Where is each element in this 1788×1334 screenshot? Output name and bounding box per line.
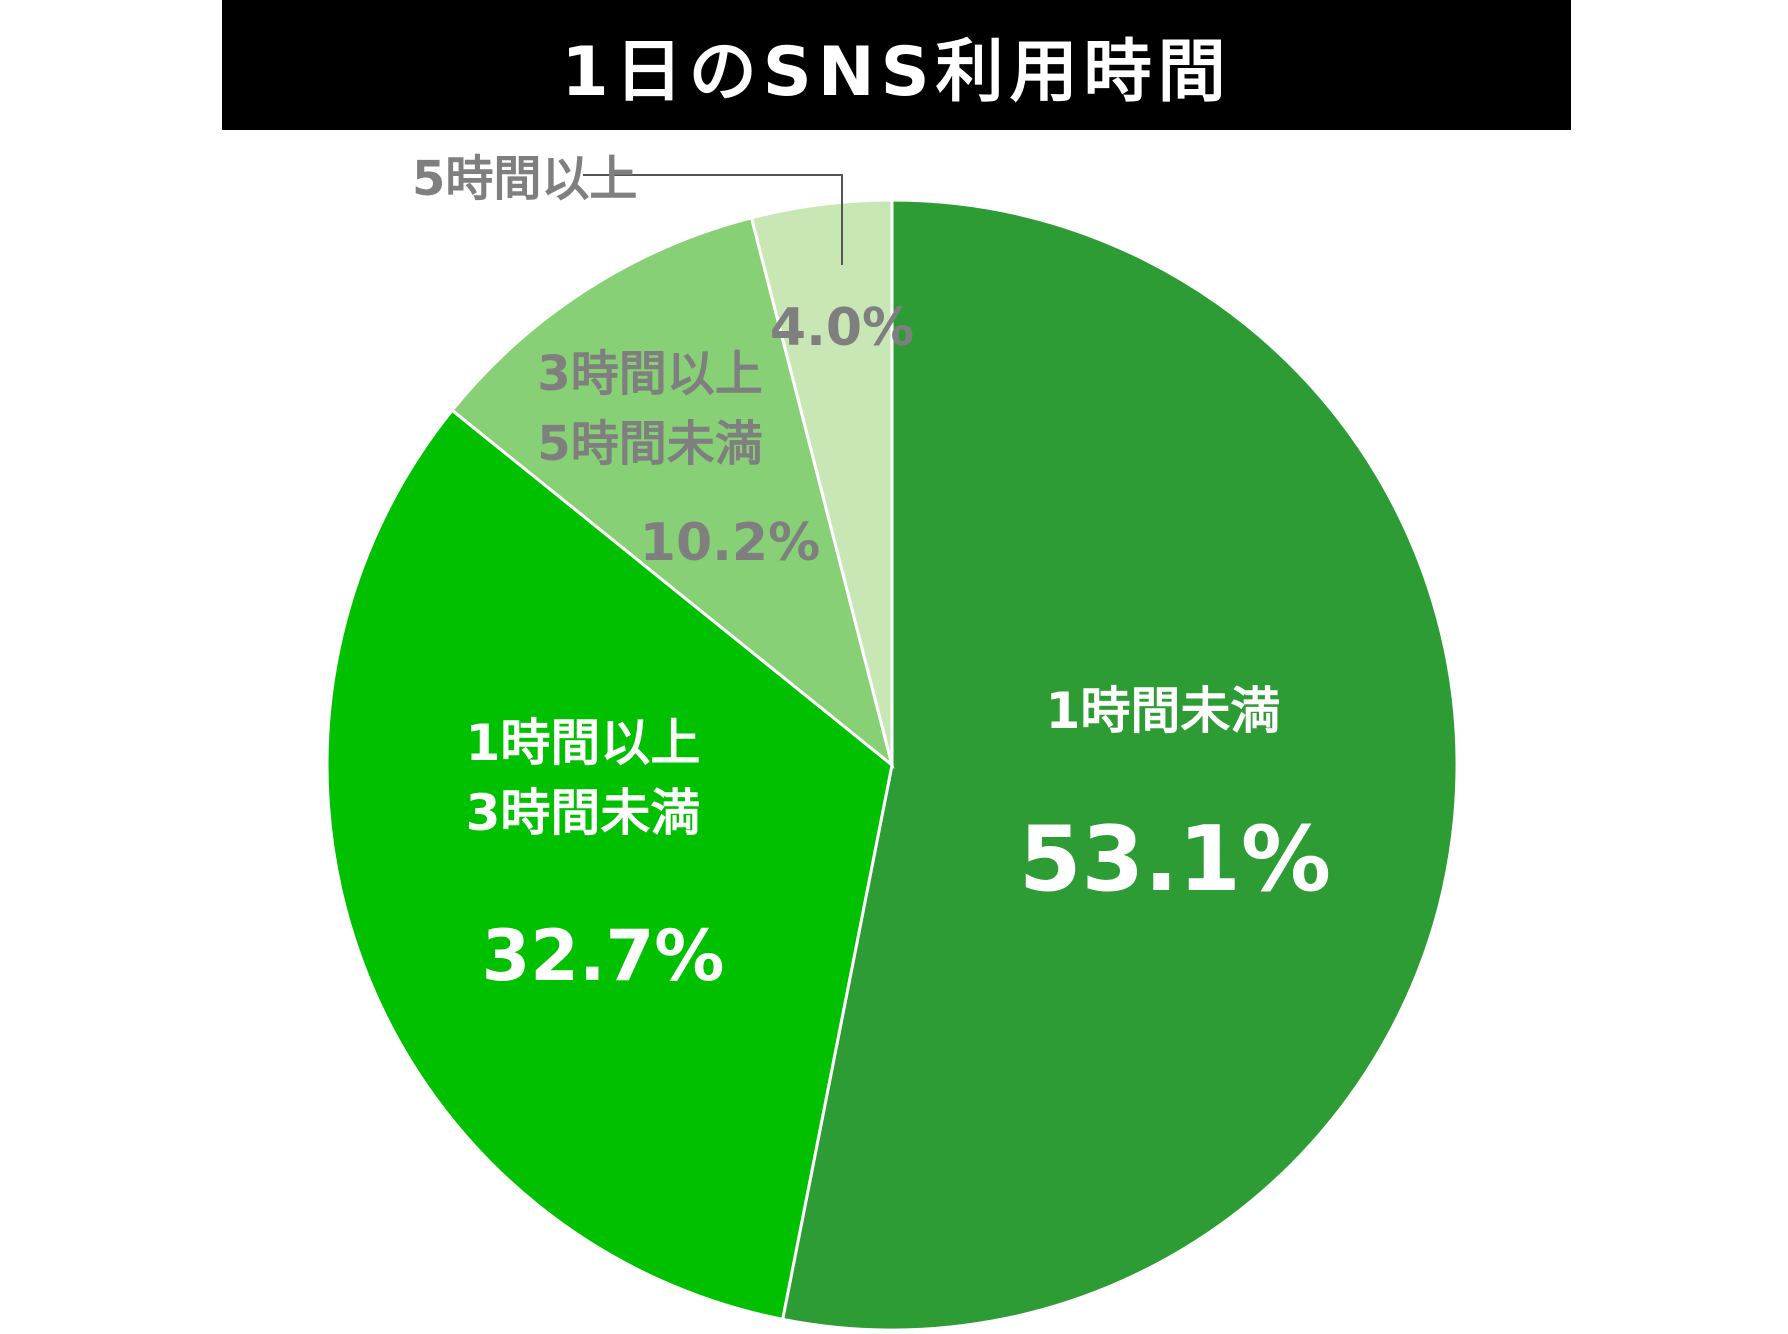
slice-label: 5時間以上 — [412, 151, 637, 207]
chart-title-bar: 1日のSNS利用時間 — [222, 0, 1571, 130]
pie-slice — [325, 408, 894, 1322]
leader-line — [583, 174, 843, 265]
pie-slice — [450, 215, 895, 770]
slice-label: 3時間以上 — [537, 346, 762, 402]
slice-label: 3時間未満 — [466, 784, 701, 842]
slice-value-label: 4.0% — [770, 298, 914, 358]
slice-value-label: 53.1% — [1019, 807, 1331, 912]
slice-label: 1時間未満 — [1046, 682, 1281, 740]
chart-title: 1日のSNS利用時間 — [561, 32, 1232, 112]
pie-slice — [749, 198, 894, 766]
slice-label: 5時間未満 — [537, 416, 762, 472]
pie-slice — [780, 198, 1459, 1332]
slice-value-label: 10.2% — [640, 513, 820, 573]
slice-value-label: 32.7% — [482, 915, 725, 997]
slice-label: 1時間以上 — [466, 714, 701, 772]
